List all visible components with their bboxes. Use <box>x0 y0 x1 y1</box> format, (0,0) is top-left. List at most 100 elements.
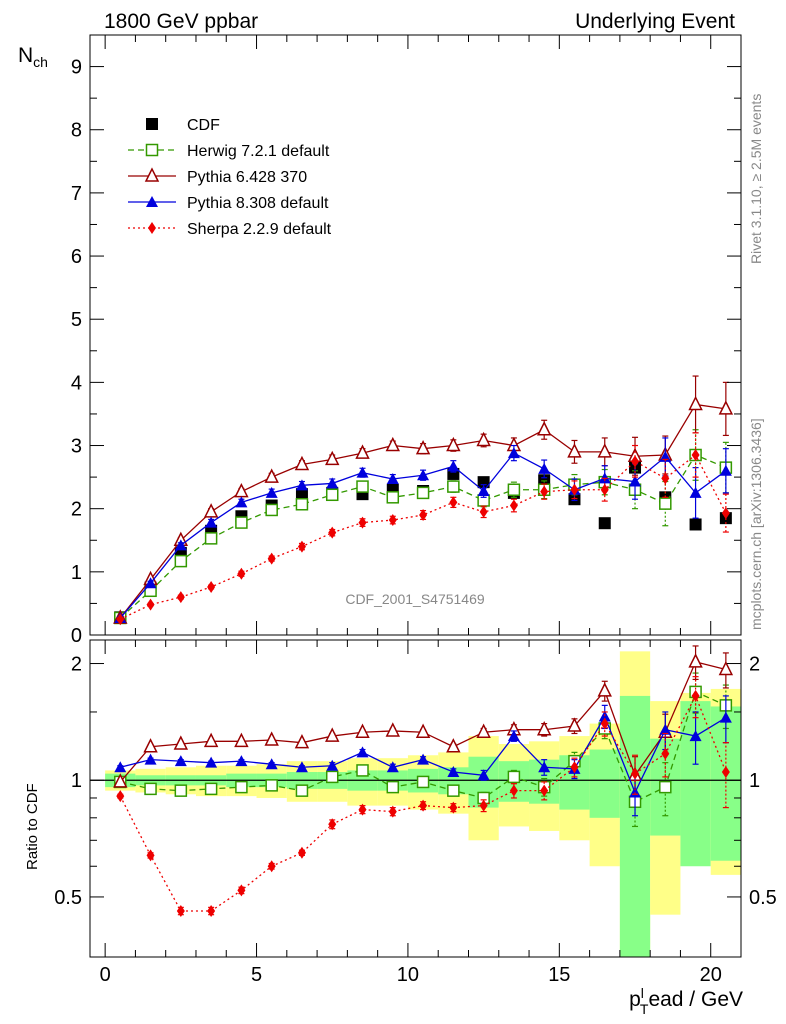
main-point-herwig-7-2-1-default <box>325 488 339 502</box>
ratio-point-sherpa-2-2-9-default <box>146 849 155 862</box>
legend-marker <box>146 196 158 207</box>
main-plot-panel: 0 1 2 3 4 5 6 7 8 9 Nch CDF_2001_S4751469 Rivet 3… <box>18 34 764 647</box>
ratio-point-sherpa-2-2-9-default <box>237 884 246 897</box>
main-y-tick-label: 9 <box>71 57 82 79</box>
rivet-label: Rivet 3.1.10, ≥ 2.5M events <box>748 94 764 264</box>
main-point-pythia-8-308-default <box>235 496 248 508</box>
main-y-tick-label: 1 <box>71 562 82 584</box>
main-point-sherpa-2-2-9-default <box>267 552 276 565</box>
main-point-sherpa-2-2-9-default <box>116 613 125 626</box>
ratio-point-pythia-6-428-370 <box>597 682 612 697</box>
legend-entry: Pythia 8.308 default <box>128 195 329 212</box>
main-point-sherpa-2-2-9-default <box>297 540 306 553</box>
main-point-herwig-7-2-1-default <box>174 554 188 568</box>
ratio-y-tick-label-right: 0.5 <box>749 887 777 909</box>
ratio-point-herwig-7-2-1-default <box>204 782 218 796</box>
main-point-pythia-6-428-370 <box>415 440 431 455</box>
ratio-point-pythia-8-308-default <box>114 761 127 773</box>
ratio-point-herwig-7-2-1-default <box>325 770 339 784</box>
main-point-pythia-6-428-370 <box>446 436 461 452</box>
legend-entry: Sherpa 2.2.9 default <box>128 221 332 238</box>
main-point-pythia-8-308-default <box>326 477 339 489</box>
ratio-point-pythia-8-308-default <box>265 758 278 770</box>
legend-label: Herwig 7.2.1 default <box>187 143 330 160</box>
ratio-point-herwig-7-2-1-default <box>447 784 460 797</box>
legend-entry: CDF <box>146 117 220 134</box>
main-point-pythia-6-428-370 <box>536 421 552 436</box>
main-point-pythia-8-308-default <box>356 466 369 478</box>
main-point-pythia-8-308-default <box>144 577 157 589</box>
main-point-pythia-8-308-default <box>447 460 460 472</box>
ratio-point-pythia-6-428-370 <box>234 732 249 748</box>
legend-label: Pythia 8.308 default <box>187 195 329 212</box>
main-point-herwig-7-2-1-default <box>204 532 218 545</box>
ratio-point-pythia-8-308-default <box>689 730 702 742</box>
main-point-sherpa-2-2-9-default <box>691 449 700 461</box>
main-point-pythia-8-308-default <box>205 516 218 528</box>
ratio-point-sherpa-2-2-9-default <box>721 766 730 779</box>
ratio-point-pythia-8-308-default <box>174 755 187 767</box>
main-point-cdf <box>295 488 308 501</box>
main-point-sherpa-2-2-9-default <box>328 526 337 539</box>
legend-entry: Herwig 7.2.1 default <box>128 143 330 160</box>
ratio-point-pythia-6-428-370 <box>446 738 461 753</box>
ratio-y-tick-label-right: 2 <box>749 654 760 676</box>
ratio-plot-frame <box>89 639 742 958</box>
ratio-point-herwig-7-2-1-default <box>265 779 278 792</box>
ratio-point-sherpa-2-2-9-default <box>419 799 428 812</box>
main-point-pythia-8-308-default <box>386 473 399 484</box>
ratio-point-sherpa-2-2-9-default <box>328 818 337 831</box>
ratio-point-sherpa-2-2-9-default <box>661 747 670 760</box>
ratio-point-pythia-8-308-default <box>507 730 520 742</box>
ratio-point-pythia-6-428-370 <box>718 660 734 676</box>
legend-marker <box>145 143 159 157</box>
legend-label: Pythia 6.428 370 <box>187 169 307 186</box>
legend-marker <box>148 222 156 234</box>
main-point-sherpa-2-2-9-default <box>570 483 579 496</box>
main-point-pythia-8-308-default <box>507 447 520 459</box>
main-point-herwig-7-2-1-default <box>659 497 672 510</box>
ratio-point-pythia-6-428-370 <box>325 727 340 742</box>
main-y-tick-label: 6 <box>71 246 82 268</box>
main-point-sherpa-2-2-9-default <box>540 485 549 498</box>
main-point-pythia-8-308-default <box>719 464 732 476</box>
ratio-series-pythia-6-428-370 <box>113 645 734 797</box>
main-point-sherpa-2-2-9-default <box>358 516 367 529</box>
main-y-tick-label: 3 <box>71 436 82 458</box>
main-point-pythia-8-308-default <box>629 475 642 487</box>
ratio-point-pythia-6-428-370 <box>143 738 158 753</box>
ratio-point-pythia-6-428-370 <box>203 732 219 748</box>
legend-label: CDF <box>187 117 220 134</box>
x-tick-label: 5 <box>251 964 262 986</box>
main-point-cdf <box>598 517 611 530</box>
ratio-point-herwig-7-2-1-default <box>144 782 157 796</box>
ratio-y-tick-label: 1 <box>71 770 82 792</box>
x-tick-label: 0 <box>100 964 111 986</box>
ratio-point-pythia-8-308-default <box>326 759 339 771</box>
main-y-axis-label-main: N <box>18 44 33 67</box>
ratio-point-herwig-7-2-1-default <box>386 780 400 794</box>
main-point-herwig-7-2-1-default <box>235 516 248 529</box>
ratio-y-tick-label-right: 1 <box>749 770 760 792</box>
main-point-pythia-6-428-370 <box>718 400 734 415</box>
ratio-point-sherpa-2-2-9-default <box>479 799 488 812</box>
header-right: Underlying Event <box>575 10 735 33</box>
ratio-point-sherpa-2-2-9-default <box>631 767 640 780</box>
ratio-point-herwig-7-2-1-default <box>295 784 309 797</box>
main-point-pythia-8-308-default <box>265 486 278 498</box>
ratio-point-sherpa-2-2-9-default <box>297 846 306 859</box>
main-point-pythia-6-428-370 <box>325 450 340 466</box>
main-point-herwig-7-2-1-default <box>265 503 278 517</box>
ratio-point-sherpa-2-2-9-default <box>449 801 458 814</box>
ratio-point-pythia-8-308-default <box>417 753 430 765</box>
ratio-point-sherpa-2-2-9-default <box>207 904 216 917</box>
ratio-point-pythia-8-308-default <box>477 769 490 781</box>
legend-marker <box>144 167 160 182</box>
ratio-plot-panel: 0.5 0.51 12 20 5 10 15 20 Ratio to CDF pl Tead /… <box>24 639 777 1017</box>
main-point-pythia-8-308-default <box>477 485 490 496</box>
main-point-pythia-8-308-default <box>295 479 308 491</box>
main-point-pythia-6-428-370 <box>294 455 310 471</box>
ratio-point-pythia-6-428-370 <box>415 723 431 738</box>
main-point-herwig-7-2-1-default <box>447 480 460 493</box>
